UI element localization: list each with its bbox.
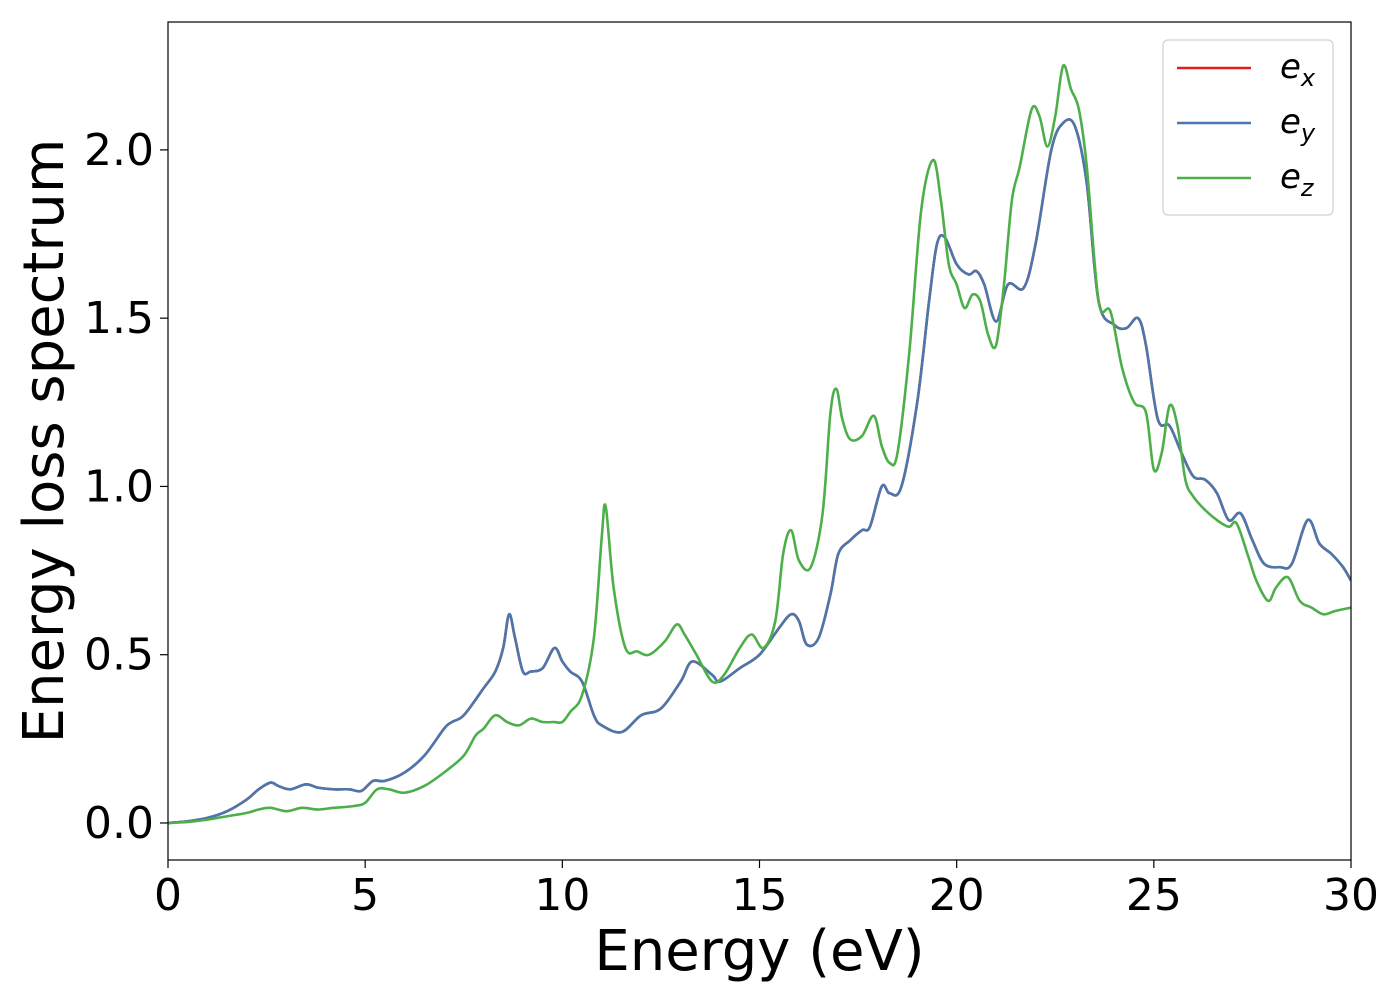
legend-label-x: ex — [1280, 47, 1316, 92]
legend: ex ey ez — [1162, 39, 1334, 216]
x-tick-label: 20 — [929, 870, 985, 921]
x-tick-label: 0 — [154, 870, 182, 921]
y-tick-label: 0.0 — [84, 798, 154, 849]
x-tick-label: 5 — [351, 870, 379, 921]
series-line-z — [168, 63, 1351, 825]
x-tick-label: 25 — [1126, 870, 1182, 921]
y-tick-label: 0.5 — [84, 630, 154, 681]
x-tick-label: 10 — [534, 870, 590, 921]
x-axis-ticks: 0 5 10 15 20 25 30 — [154, 860, 1379, 921]
y-axis-ticks: 0.0 0.5 1.0 1.5 2.0 — [84, 125, 168, 849]
y-axis-label: Energy loss spectrum — [12, 139, 77, 744]
series-line-y — [168, 118, 1351, 825]
y-tick-label: 1.5 — [84, 293, 154, 344]
series-lines — [168, 63, 1351, 825]
series-line-x — [168, 118, 1351, 825]
y-tick-label: 1.0 — [84, 461, 154, 512]
x-axis-label: Energy (eV) — [594, 919, 924, 984]
x-tick-label: 15 — [732, 870, 788, 921]
y-tick-label: 2.0 — [84, 125, 154, 176]
legend-label-z: ez — [1280, 157, 1315, 202]
legend-box — [1162, 39, 1334, 216]
legend-label-y: ey — [1280, 102, 1316, 147]
x-tick-label: 30 — [1323, 870, 1379, 921]
